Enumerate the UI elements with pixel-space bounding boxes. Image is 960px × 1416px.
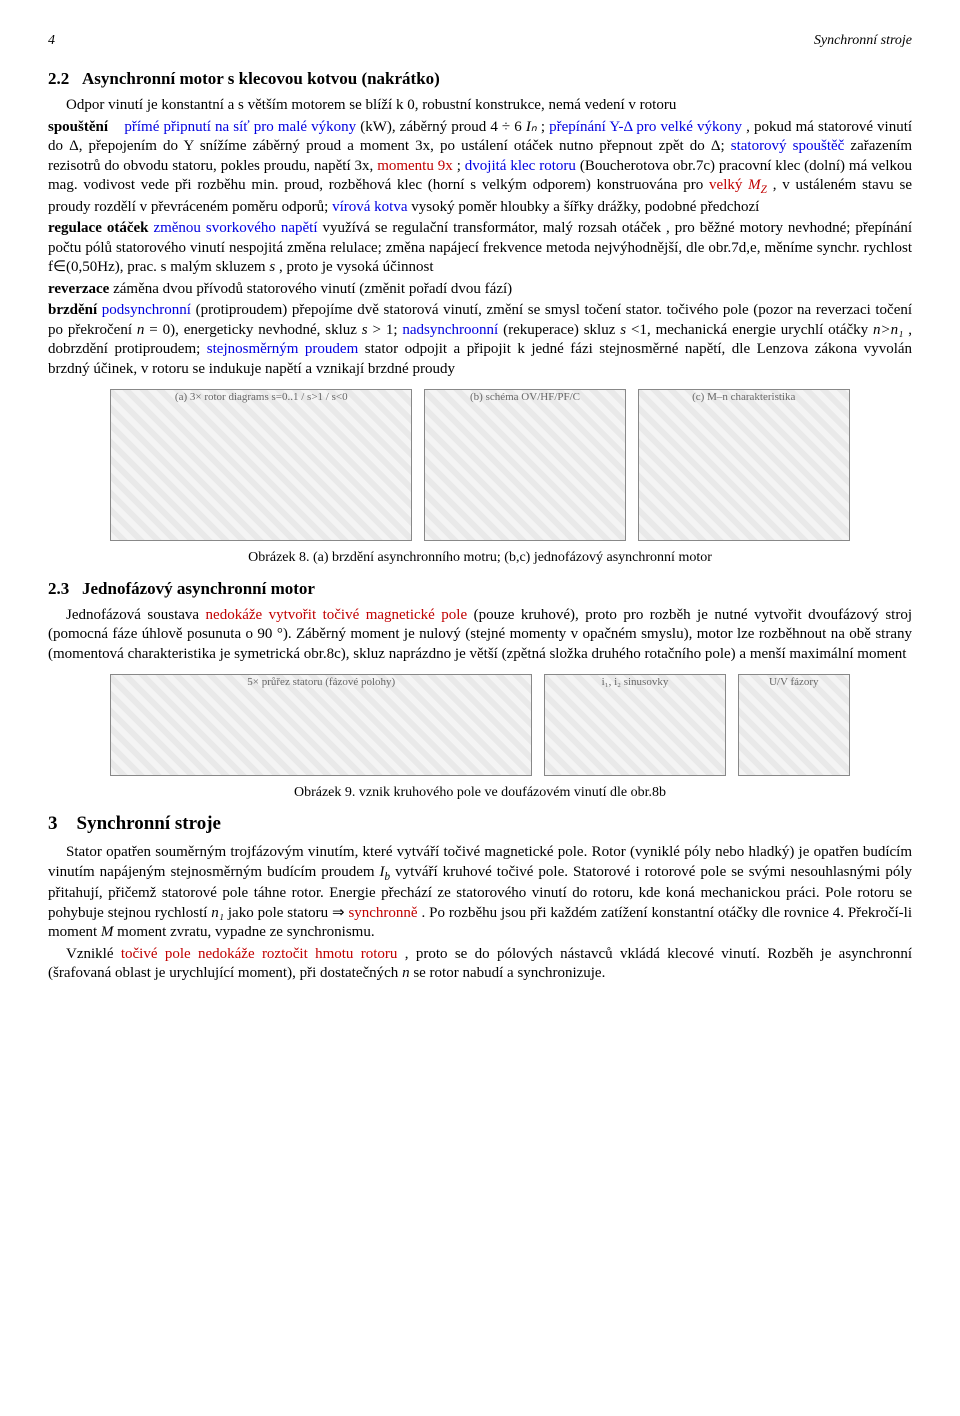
s22-p1: spouštění přímé připnutí na síť pro malé… bbox=[48, 118, 912, 218]
text: velký bbox=[709, 177, 748, 193]
fig8-panel-b: (b) schéma OV/HF/PF/C bbox=[424, 389, 626, 541]
text: jako pole statoru ⇒ bbox=[228, 905, 349, 921]
s22-p1-line1: Odpor vinutí je konstantní a s větším mo… bbox=[48, 96, 912, 116]
sym-s: s bbox=[269, 259, 275, 275]
page-section-title: Synchronní stroje bbox=[814, 32, 912, 50]
fig9-panel-b: i₁, i₂ sinusovky bbox=[544, 674, 726, 776]
fig8-panel-a: (a) 3× rotor diagrams s=0..1 / s>1 / s<0 bbox=[110, 389, 412, 541]
sym-Mz: MZ bbox=[748, 177, 767, 193]
page-number: 4 bbox=[48, 32, 55, 50]
sym-Ib: Ib bbox=[380, 864, 391, 880]
figure-8: (a) 3× rotor diagrams s=0..1 / s>1 / s<0… bbox=[48, 389, 912, 541]
label-reverzace: reverzace bbox=[48, 281, 109, 297]
heading-num: 2.3 bbox=[48, 579, 69, 598]
sym-n1: n₁ bbox=[211, 905, 224, 921]
text: stejnosměrným proudem bbox=[207, 341, 358, 357]
text: se rotor nabudí a synchronizuje. bbox=[413, 965, 605, 981]
figure-9: 5× průřez statoru (fázové polohy) i₁, i₂… bbox=[48, 674, 912, 776]
text: dvojitá klec rotoru bbox=[465, 158, 576, 174]
heading-2-2: 2.2 Asynchronní motor s klecovou kotvou … bbox=[48, 68, 912, 90]
text: (rekuperace) skluz bbox=[503, 322, 620, 338]
text: vysoký poměr hloubky a šířky drážky, pod… bbox=[411, 199, 759, 215]
heading-text: Asynchronní motor s klecovou kotvou (nak… bbox=[82, 69, 440, 88]
text: ; bbox=[457, 158, 465, 174]
label-brzdeni: brzdění bbox=[48, 302, 97, 318]
text: změnou svorkového napětí bbox=[153, 220, 317, 236]
text: točivé pole nedokáže roztočit hmotu roto… bbox=[121, 946, 398, 962]
text: Vzniklé bbox=[66, 946, 121, 962]
text: Jednofázová soustava bbox=[66, 607, 206, 623]
sym-n2: n bbox=[402, 965, 410, 981]
s3-p2: Vzniklé točivé pole nedokáže roztočit hm… bbox=[48, 945, 912, 984]
text: (kW), záběrný proud 4 ÷ 6 bbox=[360, 119, 526, 135]
sym-nn1: n>n₁ bbox=[873, 322, 903, 338]
text: > 1; bbox=[372, 322, 402, 338]
text: nadsynchroonní bbox=[402, 322, 498, 338]
text: moment zvratu, vypadne ze synchronismu. bbox=[117, 924, 374, 940]
sym-s3: s bbox=[620, 322, 626, 338]
s22-p2: regulace otáček změnou svorkového napětí… bbox=[48, 219, 912, 278]
sym-In: Iₙ bbox=[526, 119, 537, 135]
s22-p3: reverzace záměna dvou přívodů statorovéh… bbox=[48, 280, 912, 300]
text: <1, mechanická energie urychlí otáčky bbox=[631, 322, 873, 338]
sym-n: n bbox=[137, 322, 145, 338]
label-spousteni: spouštění bbox=[48, 119, 108, 135]
text: = 0), energeticky nevhodné, skluz bbox=[149, 322, 362, 338]
s22-p4: brzdění podsynchronní (protiproudem) pře… bbox=[48, 301, 912, 379]
fig8-panel-c: (c) M–n charakteristika bbox=[638, 389, 850, 541]
sym-s2: s bbox=[362, 322, 368, 338]
heading-3: 3 Synchronní stroje bbox=[48, 812, 912, 837]
text: ; bbox=[541, 119, 549, 135]
fig9-panel-a: 5× průřez statoru (fázové polohy) bbox=[110, 674, 532, 776]
s23-p1: Jednofázová soustava nedokáže vytvořit t… bbox=[48, 606, 912, 665]
heading-num: 3 bbox=[48, 813, 58, 834]
text: záměna dvou přívodů statorového vinutí (… bbox=[113, 281, 512, 297]
sym-M: M bbox=[101, 924, 114, 940]
text: statorový spouštěč bbox=[731, 138, 845, 154]
heading-text: Synchronní stroje bbox=[77, 813, 221, 834]
fig9-panel-c: U/V fázory bbox=[738, 674, 850, 776]
fig9-caption: Obrázek 9. vznik kruhového pole ve doufá… bbox=[48, 784, 912, 802]
text: synchronně bbox=[348, 905, 417, 921]
text: momentu 9x bbox=[377, 158, 453, 174]
heading-num: 2.2 bbox=[48, 69, 69, 88]
text: , proto je vysoká účinnost bbox=[279, 259, 434, 275]
text: nedokáže vytvořit točivé magnetické pole bbox=[206, 607, 468, 623]
text: podsynchronní bbox=[102, 302, 191, 318]
heading-text: Jednofázový asynchronní motor bbox=[82, 579, 315, 598]
heading-2-3: 2.3 Jednofázový asynchronní motor bbox=[48, 578, 912, 600]
text: přepínání Y-Δ pro velké výkony bbox=[549, 119, 742, 135]
s3-p1: Stator opatřen souměrným trojfázovým vin… bbox=[48, 843, 912, 943]
text: přímé připnutí na síť pro malé výkony bbox=[124, 119, 356, 135]
fig8-caption: Obrázek 8. (a) brzdění asynchronního mot… bbox=[48, 549, 912, 567]
page-header: 4 Synchronní stroje bbox=[48, 32, 912, 50]
text: vírová kotva bbox=[332, 199, 407, 215]
label-regulace: regulace otáček bbox=[48, 220, 148, 236]
